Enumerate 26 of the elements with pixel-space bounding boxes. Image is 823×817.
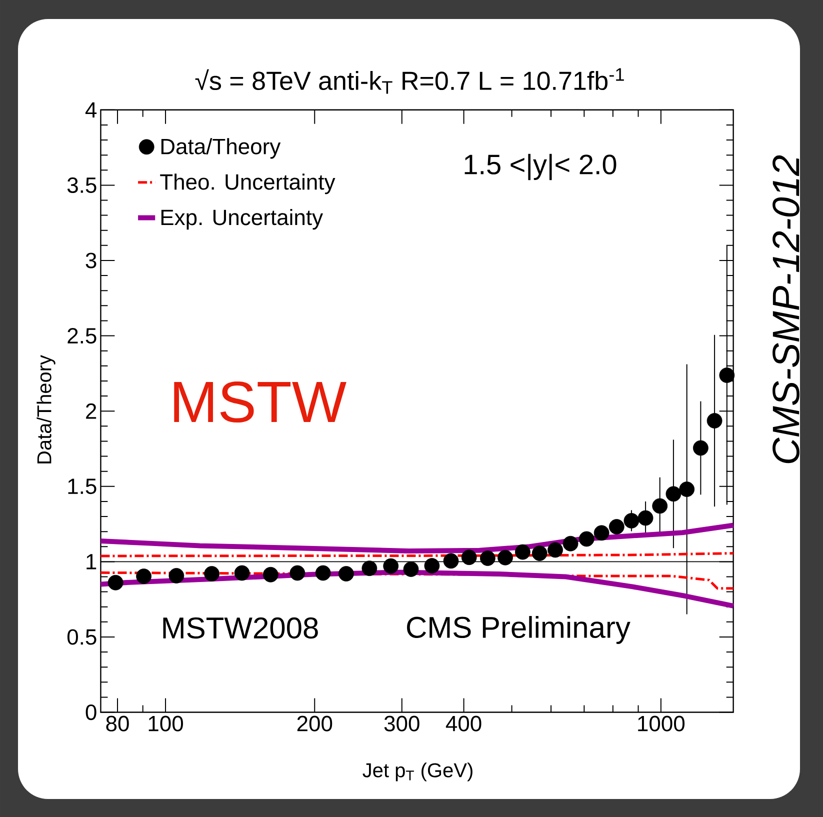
annotation: 1.5 <|y|< 2.0 (464, 154, 616, 180)
y-tick-label: 2.5 (68, 328, 96, 344)
x-tick-label: 300 (384, 716, 420, 732)
y-tick-label: 3 (86, 252, 96, 268)
y-tick-label: 2 (86, 403, 96, 419)
x-tick-label: 200 (297, 716, 332, 732)
y-tick-label: 0.5 (67, 629, 96, 645)
y-tick-label: 1 (86, 554, 96, 570)
y-tick-label: 1.5 (68, 478, 96, 494)
x-tick-label: 100 (148, 716, 183, 732)
chart-title: √s = 8TeV anti-k$_{T}$ R=0.7 L = 10.71fb$^{-1}$ (195, 68, 624, 94)
annotation: CMS Preliminary (407, 616, 630, 644)
y-tick-label: 4 (85, 102, 97, 118)
annotation: MSTW (174, 381, 346, 423)
legend-label: Data/Theory (161, 138, 281, 159)
x-axis-title: Jet p$_{T}$ (GeV) (362, 762, 472, 782)
y-tick-label: 0 (86, 704, 96, 720)
legend-label: Theo. Uncertainty (160, 174, 336, 194)
annotation: MSTW2008 (163, 617, 318, 639)
legend-label: Exp. Uncertainty (161, 209, 323, 230)
y-axis-title: Data/Theory (36, 355, 56, 464)
x-tick-label: 400 (446, 716, 482, 732)
text: CMS-SMP-12-012 (772, 155, 800, 464)
x-tick-label: 80 (106, 716, 129, 732)
y-tick-label: 3.5 (67, 177, 96, 193)
x-tick-label: 1000 (638, 716, 685, 732)
